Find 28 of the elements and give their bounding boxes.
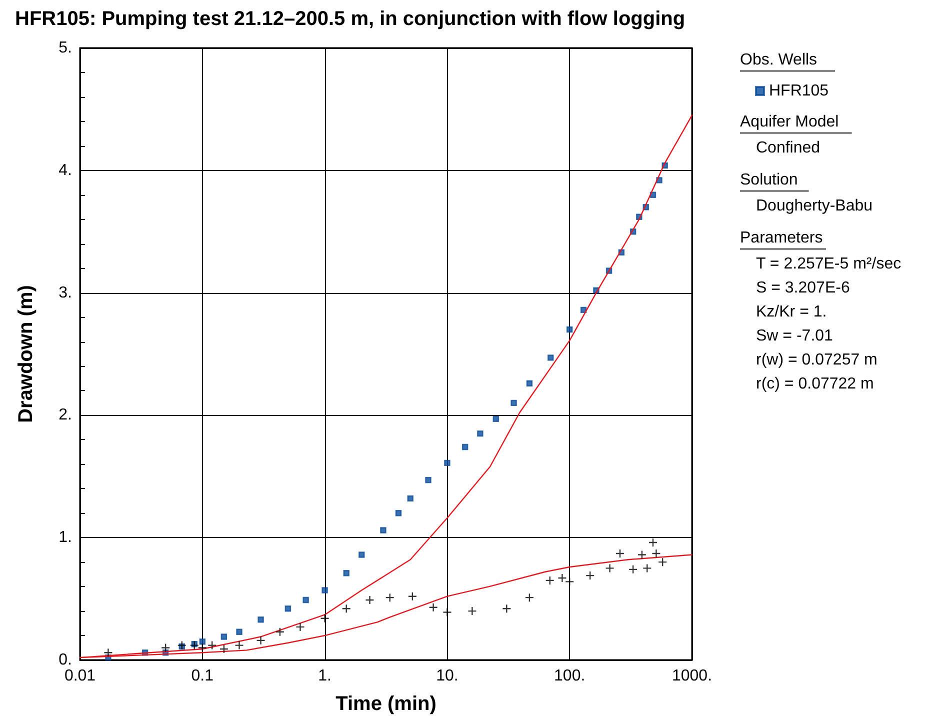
text: T = 2.257E-5 m²/sec bbox=[756, 256, 902, 272]
legend-title: Obs. Wells bbox=[740, 52, 818, 68]
x-tick-label: 1000. bbox=[672, 668, 712, 684]
text: S = 3.207E-6 bbox=[756, 280, 850, 296]
text: r(w) = 0.07257 m bbox=[756, 352, 878, 368]
text: Confined bbox=[756, 140, 820, 156]
text: Aquifer Model bbox=[740, 114, 839, 130]
legend-label: HFR105 bbox=[769, 82, 829, 100]
text: Solution bbox=[740, 172, 798, 188]
x-tick-label: 1. bbox=[318, 668, 332, 684]
y-axis-title: Drawdown (m) bbox=[15, 285, 37, 423]
y-tick-label: 5. bbox=[58, 40, 72, 56]
text: r(c) = 0.07722 m bbox=[756, 376, 874, 392]
chart-title: HFR105: Pumping test 21.12–200.5 m, in conjunction with flow logging bbox=[15, 8, 686, 30]
text: Sw = -7.01 bbox=[756, 328, 834, 344]
x-tick-label: 10. bbox=[436, 668, 458, 684]
x-tick-label: 0.1 bbox=[191, 668, 214, 684]
text: Dougherty-Babu bbox=[756, 198, 873, 214]
y-tick-label: 4. bbox=[58, 162, 72, 179]
x-tick-label: 0.01 bbox=[64, 668, 96, 684]
y-tick-label: 0. bbox=[58, 652, 72, 668]
y-tick-label: 2. bbox=[58, 406, 72, 424]
x-axis-title: Time (min) bbox=[336, 693, 436, 715]
text: Kz/Kr = 1. bbox=[756, 304, 827, 320]
y-tick-label: 1. bbox=[58, 529, 72, 546]
y-tick-label: 3. bbox=[58, 284, 72, 302]
x-tick-label: 100. bbox=[554, 668, 586, 684]
text: Parameters bbox=[740, 230, 823, 246]
